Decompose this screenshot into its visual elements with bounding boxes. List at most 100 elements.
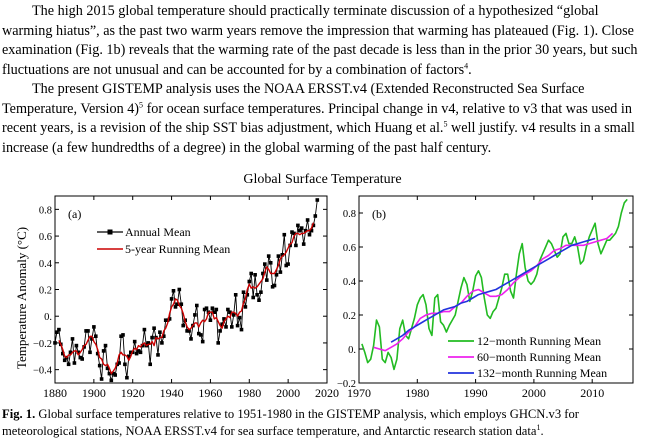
annual-mean-point — [220, 322, 224, 326]
panel-a-x-ticks: 1880 1900 1920 1940 1960 1980 2000 2020 — [43, 196, 339, 400]
annual-mean-point — [86, 329, 90, 333]
x-tick-label: 2020 — [315, 386, 339, 400]
annual-mean-point — [274, 273, 279, 277]
annual-mean-point — [136, 349, 141, 353]
annual-mean-point — [103, 343, 108, 348]
annual-mean-point — [55, 330, 59, 334]
annual-mean-point — [311, 223, 316, 228]
paragraph-gistemp: The present GISTEMP analysis uses the NO… — [2, 80, 642, 158]
panel-b-x-ticks: 1970 1980 1990 2000 2010 — [347, 196, 604, 400]
annual-mean-point — [148, 362, 152, 367]
annual-mean-point — [195, 303, 199, 308]
reference-superscript: 5 — [139, 99, 144, 109]
annual-mean-point — [235, 323, 240, 328]
annual-mean-point — [185, 329, 189, 333]
y-tick-label: 0. — [44, 312, 52, 323]
running-mean-5yr-series — [58, 222, 315, 375]
annual-mean-point — [212, 310, 217, 314]
panel-a: 1880 1900 1920 1940 1960 1980 2000 2020 −0.4−0.… — [33, 195, 339, 400]
annual-mean-point — [175, 302, 180, 306]
annual-mean-point — [278, 270, 283, 274]
caption-label: Fig. 1. — [2, 407, 36, 421]
y-axis-label: Temperature Anomaly (°C) — [14, 227, 29, 369]
annual-mean-point — [204, 306, 209, 310]
y-tick-label: −0.2 — [337, 379, 356, 390]
annual-mean-point — [74, 343, 79, 348]
annual-mean-point — [158, 330, 162, 334]
panel-a-y-ticks: −0.4 −0.2 0. 0.2 0.4 0.6 0.8 — [33, 205, 327, 377]
caption-text: Global surface temperatures relative to … — [2, 407, 579, 438]
annual-mean-point — [95, 351, 100, 356]
annual-mean-point — [132, 339, 137, 344]
annual-mean-point — [241, 290, 246, 294]
y-tick-label: 0.4 — [343, 277, 357, 288]
annual-mean-point — [301, 242, 306, 246]
annual-mean-point — [156, 353, 160, 357]
annual-mean-point — [210, 306, 215, 310]
reference-superscript: 4 — [464, 60, 469, 70]
annual-mean-point — [245, 293, 250, 297]
annual-mean-point — [177, 287, 182, 292]
x-tick-label: 1900 — [82, 386, 106, 400]
annual-mean-point — [309, 228, 314, 233]
y-tick-label: 0.2 — [39, 286, 52, 297]
panel-b-y-ticks: −0.2 0. 0.2 0.4 0.6 0.8 — [337, 209, 633, 390]
annual-mean-point — [230, 325, 234, 329]
annual-mean-point — [171, 289, 176, 293]
annual-mean-point — [197, 331, 201, 336]
annual-mean-point — [111, 371, 116, 376]
annual-mean-point — [239, 327, 244, 332]
paragraph-text-end: . — [468, 61, 472, 78]
x-tick-label: 1940 — [160, 386, 184, 400]
panel-b-label: (b) — [372, 207, 386, 221]
annual-mean-point — [243, 305, 248, 309]
annual-mean-point — [173, 305, 178, 309]
annual-mean-point — [263, 262, 267, 266]
x-tick-label: 1920 — [121, 386, 145, 400]
annual-mean-point — [129, 350, 133, 355]
x-tick-label: 1980 — [237, 386, 261, 400]
annual-mean-point — [292, 231, 296, 236]
annual-mean-point — [152, 326, 156, 330]
annual-mean-point — [226, 307, 230, 312]
annual-mean-point — [299, 226, 304, 230]
panel-a-legend: Annual Mean 5-year Running Mean — [97, 225, 230, 256]
annual-mean-point — [70, 337, 75, 341]
x-tick-label: 1980 — [405, 386, 429, 400]
panel-b: 1970 1980 1990 2000 2010 −0.20.0.20.40.60.8 … — [337, 195, 634, 400]
y-tick-label: 0.4 — [39, 259, 53, 270]
y-tick-label: 0.6 — [343, 243, 356, 254]
annual-mean-point — [123, 362, 127, 367]
legend-132m-label: 132−month Running Mean — [477, 366, 607, 380]
annual-mean-point — [101, 349, 106, 353]
annual-mean-point — [94, 334, 98, 338]
annual-mean-point — [233, 293, 238, 297]
annual-mean-point — [127, 354, 131, 359]
annual-mean-point — [216, 341, 220, 345]
annual-mean-point — [268, 261, 273, 265]
annual-mean-point — [265, 278, 269, 282]
annual-mean-point — [257, 298, 261, 302]
legend-12m-label: 12−month Running Mean — [477, 334, 601, 348]
annual-mean-point — [187, 329, 191, 333]
annual-mean-point — [142, 327, 147, 332]
annual-mean-point — [62, 358, 67, 363]
annual-mean-point — [167, 317, 172, 321]
annual-mean-point — [247, 279, 252, 284]
annual-mean-point — [105, 366, 110, 371]
annual-mean-point — [303, 228, 308, 233]
annual-mean-point — [53, 341, 57, 345]
annual-mean-point — [305, 218, 310, 222]
x-tick-label: 2000 — [276, 386, 300, 400]
annual-mean-point — [202, 307, 207, 312]
panel-b-plot — [361, 198, 628, 371]
annual-mean-point — [169, 297, 174, 301]
paragraph-text: The present GISTEMP analysis uses the NO… — [2, 81, 585, 117]
legend-annual-marker — [107, 229, 113, 235]
annual-mean-point — [284, 263, 288, 268]
annual-mean-point — [84, 329, 88, 333]
annual-mean-point — [272, 283, 277, 288]
legend-60m-label: 60−month Running Mean — [477, 350, 601, 364]
annual-mean-point — [88, 350, 92, 355]
annual-mean-point — [146, 341, 151, 345]
